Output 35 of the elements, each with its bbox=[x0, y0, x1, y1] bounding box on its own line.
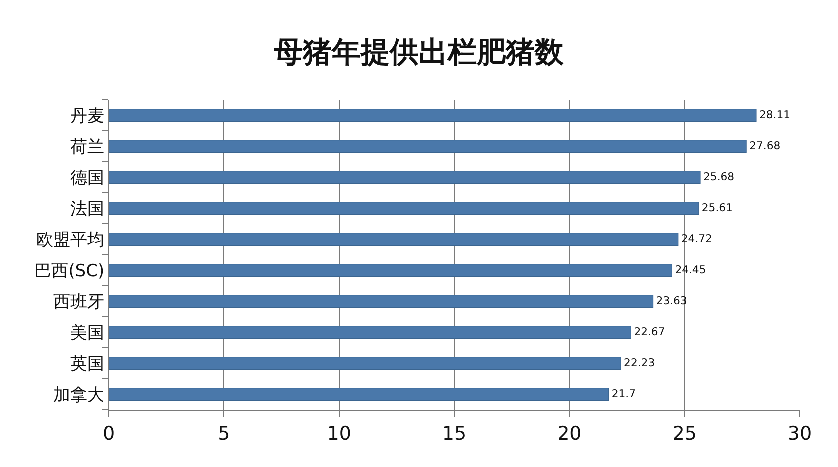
y-tick-label: 英国 bbox=[70, 354, 105, 374]
x-tick-label: 10 bbox=[327, 422, 352, 445]
data-label: 21.7 bbox=[612, 388, 636, 401]
bar bbox=[109, 295, 654, 308]
y-tick-label: 西班牙 bbox=[54, 292, 105, 312]
data-label: 28.11 bbox=[759, 108, 791, 122]
data-label: 22.67 bbox=[634, 326, 666, 339]
chart-title: 母猪年提供出栏肥猪数 bbox=[273, 35, 565, 70]
y-tick-label: 美国 bbox=[70, 323, 105, 344]
bar bbox=[109, 264, 672, 277]
y-tick-label: 加拿大 bbox=[54, 385, 105, 406]
bar bbox=[109, 326, 632, 339]
y-tick-label: 法国 bbox=[70, 199, 105, 220]
bar bbox=[109, 233, 679, 246]
bar bbox=[109, 357, 622, 370]
y-tick-label: 丹麦 bbox=[70, 106, 105, 126]
data-label: 25.68 bbox=[704, 170, 735, 184]
y-tick-label: 欧盟平均 bbox=[36, 230, 105, 250]
bar bbox=[109, 202, 700, 215]
data-label: 22.23 bbox=[624, 356, 656, 370]
x-tick-label: 0 bbox=[102, 422, 116, 445]
x-tick-label: 15 bbox=[442, 422, 467, 445]
x-tick-label: 25 bbox=[672, 422, 697, 445]
x-tick-label: 20 bbox=[558, 422, 582, 445]
bar bbox=[109, 109, 757, 122]
data-label: 27.68 bbox=[750, 140, 781, 153]
y-tick-label: 德国 bbox=[70, 168, 105, 188]
x-tick-label: 30 bbox=[788, 422, 812, 445]
bar bbox=[109, 140, 747, 153]
bar bbox=[109, 171, 701, 184]
y-tick-label: 巴西(SC) bbox=[34, 261, 105, 282]
y-tick-label: 荷兰 bbox=[70, 137, 105, 158]
x-tick-label: 5 bbox=[218, 422, 230, 445]
bar bbox=[109, 388, 610, 401]
data-label: 25.61 bbox=[702, 202, 733, 215]
